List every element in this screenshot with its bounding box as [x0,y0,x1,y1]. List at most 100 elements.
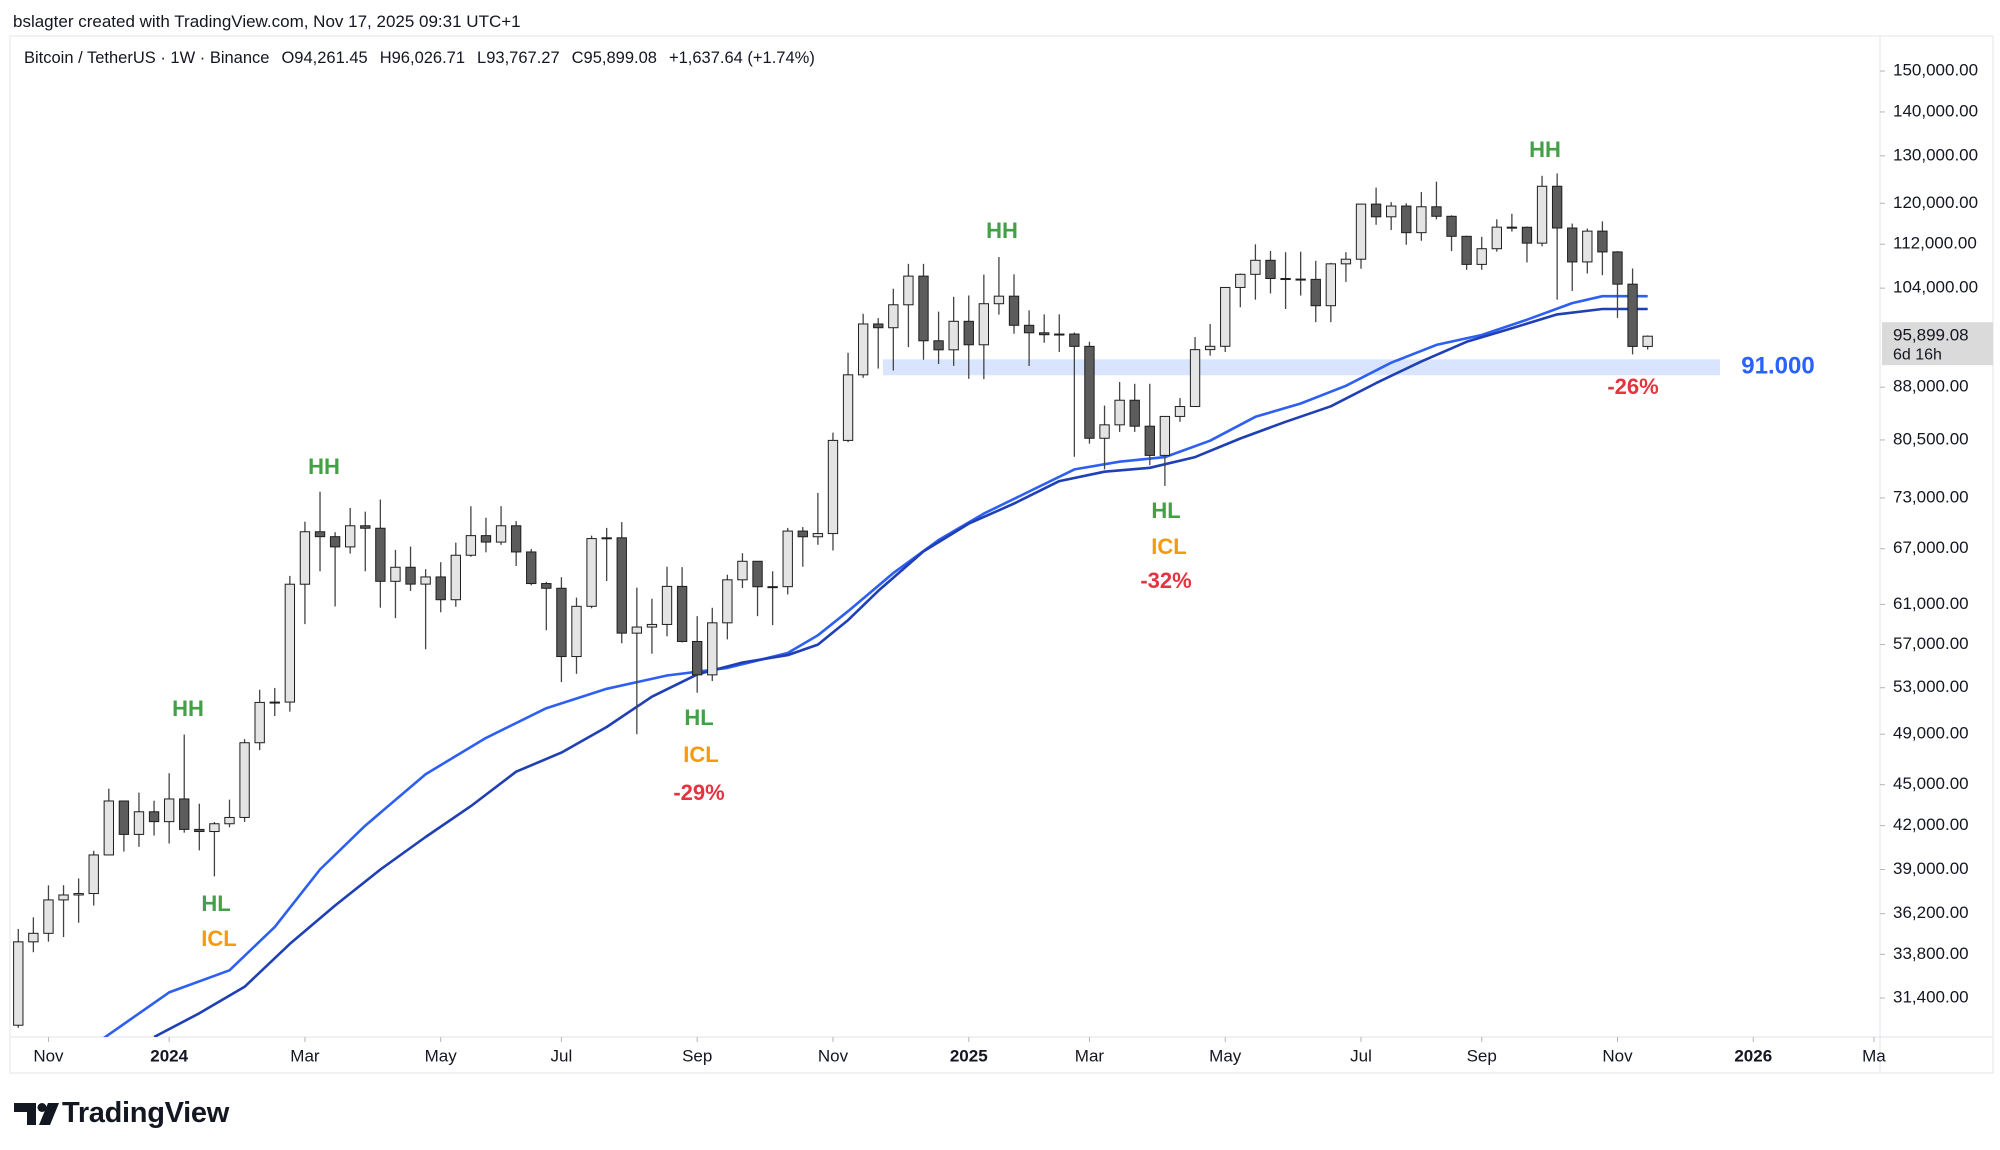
y-tick-label: 104,000.00 [1893,278,1978,297]
candle-body [1446,215,1457,237]
x-tick-label: Mar [1075,1046,1105,1065]
annotation: -29% [673,780,724,805]
candle-body [586,538,597,607]
candle-body [118,800,130,835]
y-tick-label: 57,000.00 [1893,634,1969,653]
moving-average [103,294,1648,1037]
support-zone-label: 91.000 [1741,353,1814,380]
candle-body [797,530,808,538]
change: +1,637.64 (+1.74%) [668,49,815,67]
candle-body [963,320,974,346]
candle-body [1431,206,1442,217]
attribution: bslagter created with TradingView.com, N… [13,12,521,31]
brand: TradingView [62,1097,229,1129]
countdown-label: 6d 16h [1893,346,1942,363]
y-tick-label: 73,000.00 [1893,487,1969,506]
candle-body [1642,335,1653,347]
logo-icon [14,1103,59,1125]
candle-body [1189,349,1201,408]
x-tick-label: Sep [682,1046,712,1065]
candle-body [194,828,205,833]
candle-body [1099,424,1110,439]
y-tick-label: 112,000.00 [1893,234,1977,253]
candle-body [1054,333,1065,336]
symbol-legend: Bitcoin / TetherUS · 1W · Binance O94,26… [24,49,815,68]
candle-body [73,893,84,896]
ohlc-high: H96,026.71 [379,49,466,67]
x-tick-label: Nov [1602,1046,1633,1065]
candle-body [510,525,522,553]
candle-body [1325,263,1337,307]
candle-body [314,531,326,538]
candle-body [224,816,235,825]
moving-average [153,307,1648,1037]
candle-body [1084,345,1095,439]
candle-body [1461,235,1472,265]
y-tick-label: 61,000.00 [1893,594,1969,613]
candle-body [1582,230,1593,263]
frame [9,35,1994,1074]
candle-body [28,932,39,943]
x-tick-label: 2025 [950,1046,988,1065]
candle-body [148,811,160,823]
candle-body [375,527,386,582]
candle-body [933,340,944,351]
candle-body [1159,415,1171,456]
candle-body [1039,332,1050,336]
candle-body [269,701,280,704]
candle-body [450,554,461,601]
candle-body [88,854,99,895]
x-tick-label: Nov [33,1046,64,1065]
candle-body [571,605,582,658]
candle-body [163,798,175,823]
candle-body [1597,230,1608,253]
candle-body [239,742,250,818]
candle-body [299,531,311,585]
annotation: HL [1151,498,1180,523]
y-tick-label: 36,200.00 [1893,903,1969,922]
candle-body [526,551,537,585]
candle-body [360,525,371,529]
candle-body [58,894,69,901]
candle-body [556,587,567,658]
candle-body [1476,248,1487,265]
candle-body [646,623,658,628]
candle-body [1280,278,1291,281]
candle-body [284,583,296,703]
candle-body [1144,425,1155,456]
candle-body [420,576,431,585]
candle-body [812,533,824,538]
candle-body [1220,286,1231,347]
candle-body [43,899,54,934]
candle-body [480,535,492,543]
x-tick-label: Jul [551,1046,573,1065]
candle-body [1506,226,1518,229]
candle-body [1008,295,1020,326]
candle-body [254,701,265,744]
ohlc-open: O94,261.45 [281,49,368,67]
candle-body [1355,203,1367,260]
candle-body [722,579,733,624]
candle-body [903,275,914,306]
candle-body [1295,278,1306,281]
candle-body [692,640,703,676]
last-price-label: 95,899.08 [1893,326,1969,345]
candle-body [631,626,643,634]
ohlc-low: L93,767.27 [477,49,560,67]
candle-body [1416,206,1427,234]
candle-body [827,439,839,535]
candle-body [103,800,114,856]
candle-body [993,295,1005,305]
candle-body [888,304,899,329]
candle-body [737,560,748,581]
candle-body [857,323,869,376]
candle-body [676,585,688,642]
candle-body [345,525,356,548]
candle-body [948,320,959,351]
candle-body [495,525,507,543]
y-tick-label: 33,800.00 [1893,944,1969,963]
annotation: HH [1529,137,1561,162]
x-tick-label: May [425,1046,458,1065]
y-tick-label: 140,000.00 [1893,101,1978,120]
